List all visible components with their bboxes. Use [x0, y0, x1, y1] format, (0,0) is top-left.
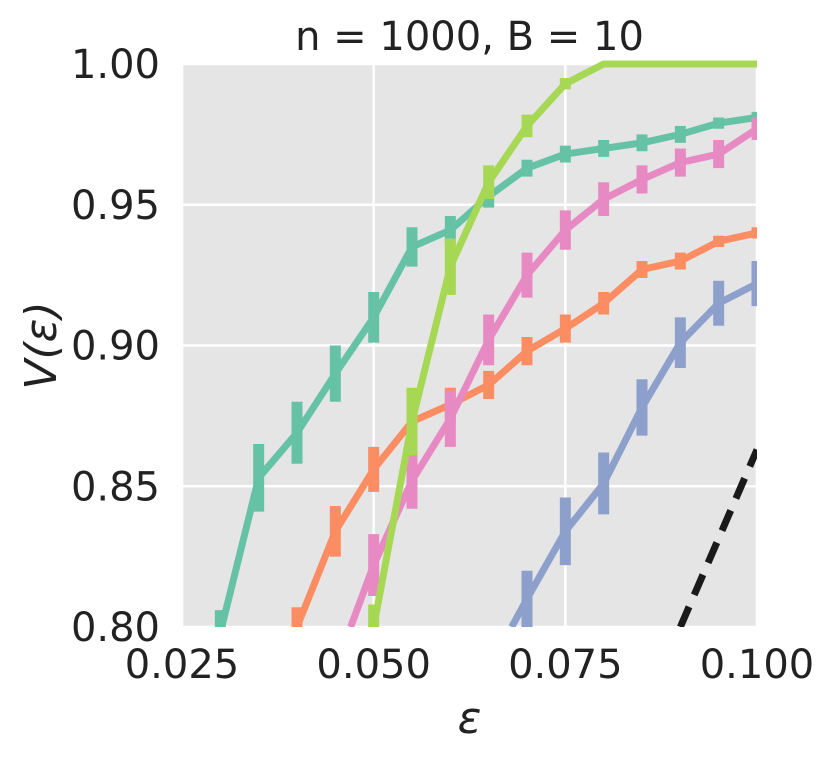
y-tick-label: 0.85 — [71, 464, 160, 510]
x-tick-label: 0.050 — [316, 642, 431, 688]
series-line — [508, 280, 757, 627]
y-tick-labels: 0.80 0.85 0.90 0.95 1.00 — [71, 42, 160, 651]
x-tick-label: 0.075 — [508, 642, 623, 688]
y-tick-label: 1.00 — [71, 42, 160, 88]
chart-title: n = 1000, B = 10 — [295, 14, 644, 60]
y-tick-label: 0.90 — [71, 324, 160, 370]
y-axis-label: V(ε) — [16, 301, 67, 389]
x-axis-label: ε — [458, 693, 482, 744]
x-tick-label: 0.100 — [700, 642, 815, 688]
series-layer — [214, 60, 757, 627]
series-line — [677, 448, 757, 627]
x-tick-labels: 0.025 0.050 0.075 0.100 — [125, 642, 815, 688]
series-3 — [508, 261, 757, 627]
y-tick-label: 0.80 — [71, 605, 160, 651]
series-5 — [368, 60, 757, 627]
series-6 — [677, 448, 757, 627]
y-tick-label: 0.95 — [71, 183, 160, 229]
series-4 — [347, 117, 757, 627]
series-line — [347, 125, 757, 627]
x-tick-label: 0.025 — [125, 642, 240, 688]
